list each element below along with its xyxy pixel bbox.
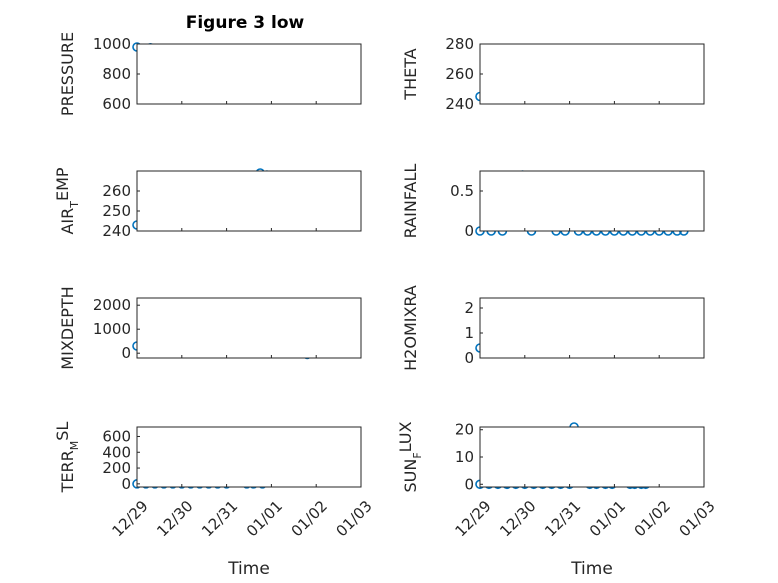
subplot-theta: 240 260 280 THETA: [401, 35, 705, 113]
x-tick-label: 01/03: [675, 497, 718, 540]
x-tick-label: 12/30: [496, 497, 539, 540]
y-tick-label: 2: [464, 299, 474, 317]
y-axis-label: SUNFLUX: [396, 421, 424, 492]
y-tick-label: 250: [102, 202, 131, 220]
subplot-h2omixra: 0 1 2 H2OMIXRA: [401, 285, 705, 371]
y-label-main: AIR: [58, 208, 77, 235]
x-tick-label: 01/02: [288, 497, 331, 540]
x-tick-label: 12/31: [198, 497, 241, 540]
y-axis-label: TERRMSL: [53, 422, 81, 494]
y-tick-label: 1000: [93, 320, 131, 338]
y-tick-label: 20: [455, 421, 474, 439]
subplot-rainfall: 0 0.5 RAINFALL: [401, 164, 705, 240]
y-label-tail: SL: [53, 422, 72, 441]
x-tick-label: 01/01: [243, 497, 286, 540]
y-label-main: SUN: [401, 459, 420, 493]
y-axis-label: THETA: [401, 48, 420, 100]
y-label-main: MIXDEPTH: [58, 286, 77, 369]
y-label-subscript: M: [68, 441, 81, 451]
y-label-main: RAINFALL: [401, 164, 420, 239]
y-tick-label: 400: [102, 443, 131, 461]
y-tick-label: 600: [102, 95, 131, 113]
y-tick-label: 800: [102, 65, 131, 83]
y-label-main: THETA: [401, 48, 420, 100]
y-tick-label: 600: [102, 427, 131, 445]
y-axis-label: RAINFALL: [401, 164, 420, 239]
y-tick-label: 200: [102, 459, 131, 477]
y-tick-label: 260: [445, 65, 474, 83]
y-tick-label: 0: [121, 475, 131, 493]
y-tick-label: 240: [445, 95, 474, 113]
x-axis-label: Time: [227, 559, 270, 579]
y-tick-label: 260: [102, 182, 131, 200]
y-tick-label: 0: [464, 349, 474, 367]
x-axis-label: Time: [570, 559, 613, 579]
y-tick-label: 1: [464, 324, 474, 342]
x-tick-label: 01/03: [332, 497, 375, 540]
y-tick-label: 280: [445, 35, 474, 53]
subplot-mixdepth: 0 1000 2000 MIXDEPTH: [58, 286, 362, 370]
subplot-air: 240 250 260 AIRTEMP: [53, 167, 362, 240]
y-label-tail: EMP: [53, 167, 72, 201]
axes-box: [136, 43, 362, 105]
y-tick-label: 240: [102, 222, 131, 240]
y-axis-label: H2OMIXRA: [401, 285, 420, 371]
axes-box: [479, 43, 705, 105]
y-tick-label: 0: [121, 344, 131, 362]
x-tick-label: 12/29: [108, 497, 151, 540]
y-tick-label: 1000: [93, 35, 131, 53]
subplot-sun: 0 10 20 12/29 12/30 12/31 01/01 01/02 01/03 SUNFL…: [396, 421, 719, 579]
y-label-tail: LUX: [396, 421, 415, 452]
y-tick-label: 0: [464, 475, 474, 493]
y-tick-label: 0.5: [450, 182, 474, 200]
x-tick-label: 12/30: [153, 497, 196, 540]
axes-box: [136, 170, 362, 232]
figure-title: Figure 3 low: [186, 13, 305, 33]
x-tick-label: 12/31: [541, 497, 584, 540]
y-label-main: PRESSURE: [58, 32, 77, 116]
y-label-main: H2OMIXRA: [401, 285, 420, 371]
y-label-subscript: T: [68, 201, 81, 209]
y-tick-label: 0: [464, 222, 474, 240]
y-tick-label: 2000: [93, 296, 131, 314]
axes-box: [479, 426, 705, 488]
y-axis-label: PRESSURE: [58, 32, 77, 116]
axes-box: [479, 297, 705, 359]
axes-box: [136, 426, 362, 488]
y-axis-label: MIXDEPTH: [58, 286, 77, 369]
axes-box: [479, 170, 705, 232]
y-label-main: TERR: [58, 450, 77, 493]
x-tick-label: 01/01: [586, 497, 629, 540]
subplot-pressure: 600 800 1000 PRESSURE: [58, 32, 362, 116]
y-label-subscript: F: [411, 452, 424, 458]
x-tick-label: 01/02: [631, 497, 674, 540]
axes-box: [136, 297, 362, 359]
y-axis-label: AIRTEMP: [53, 167, 81, 234]
y-tick-label: 10: [455, 448, 474, 466]
x-tick-label: 12/29: [451, 497, 494, 540]
